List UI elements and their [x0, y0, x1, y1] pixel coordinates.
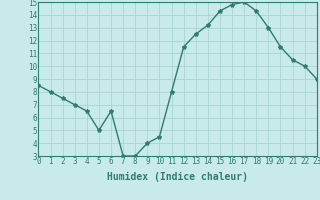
X-axis label: Humidex (Indice chaleur): Humidex (Indice chaleur) — [107, 172, 248, 182]
